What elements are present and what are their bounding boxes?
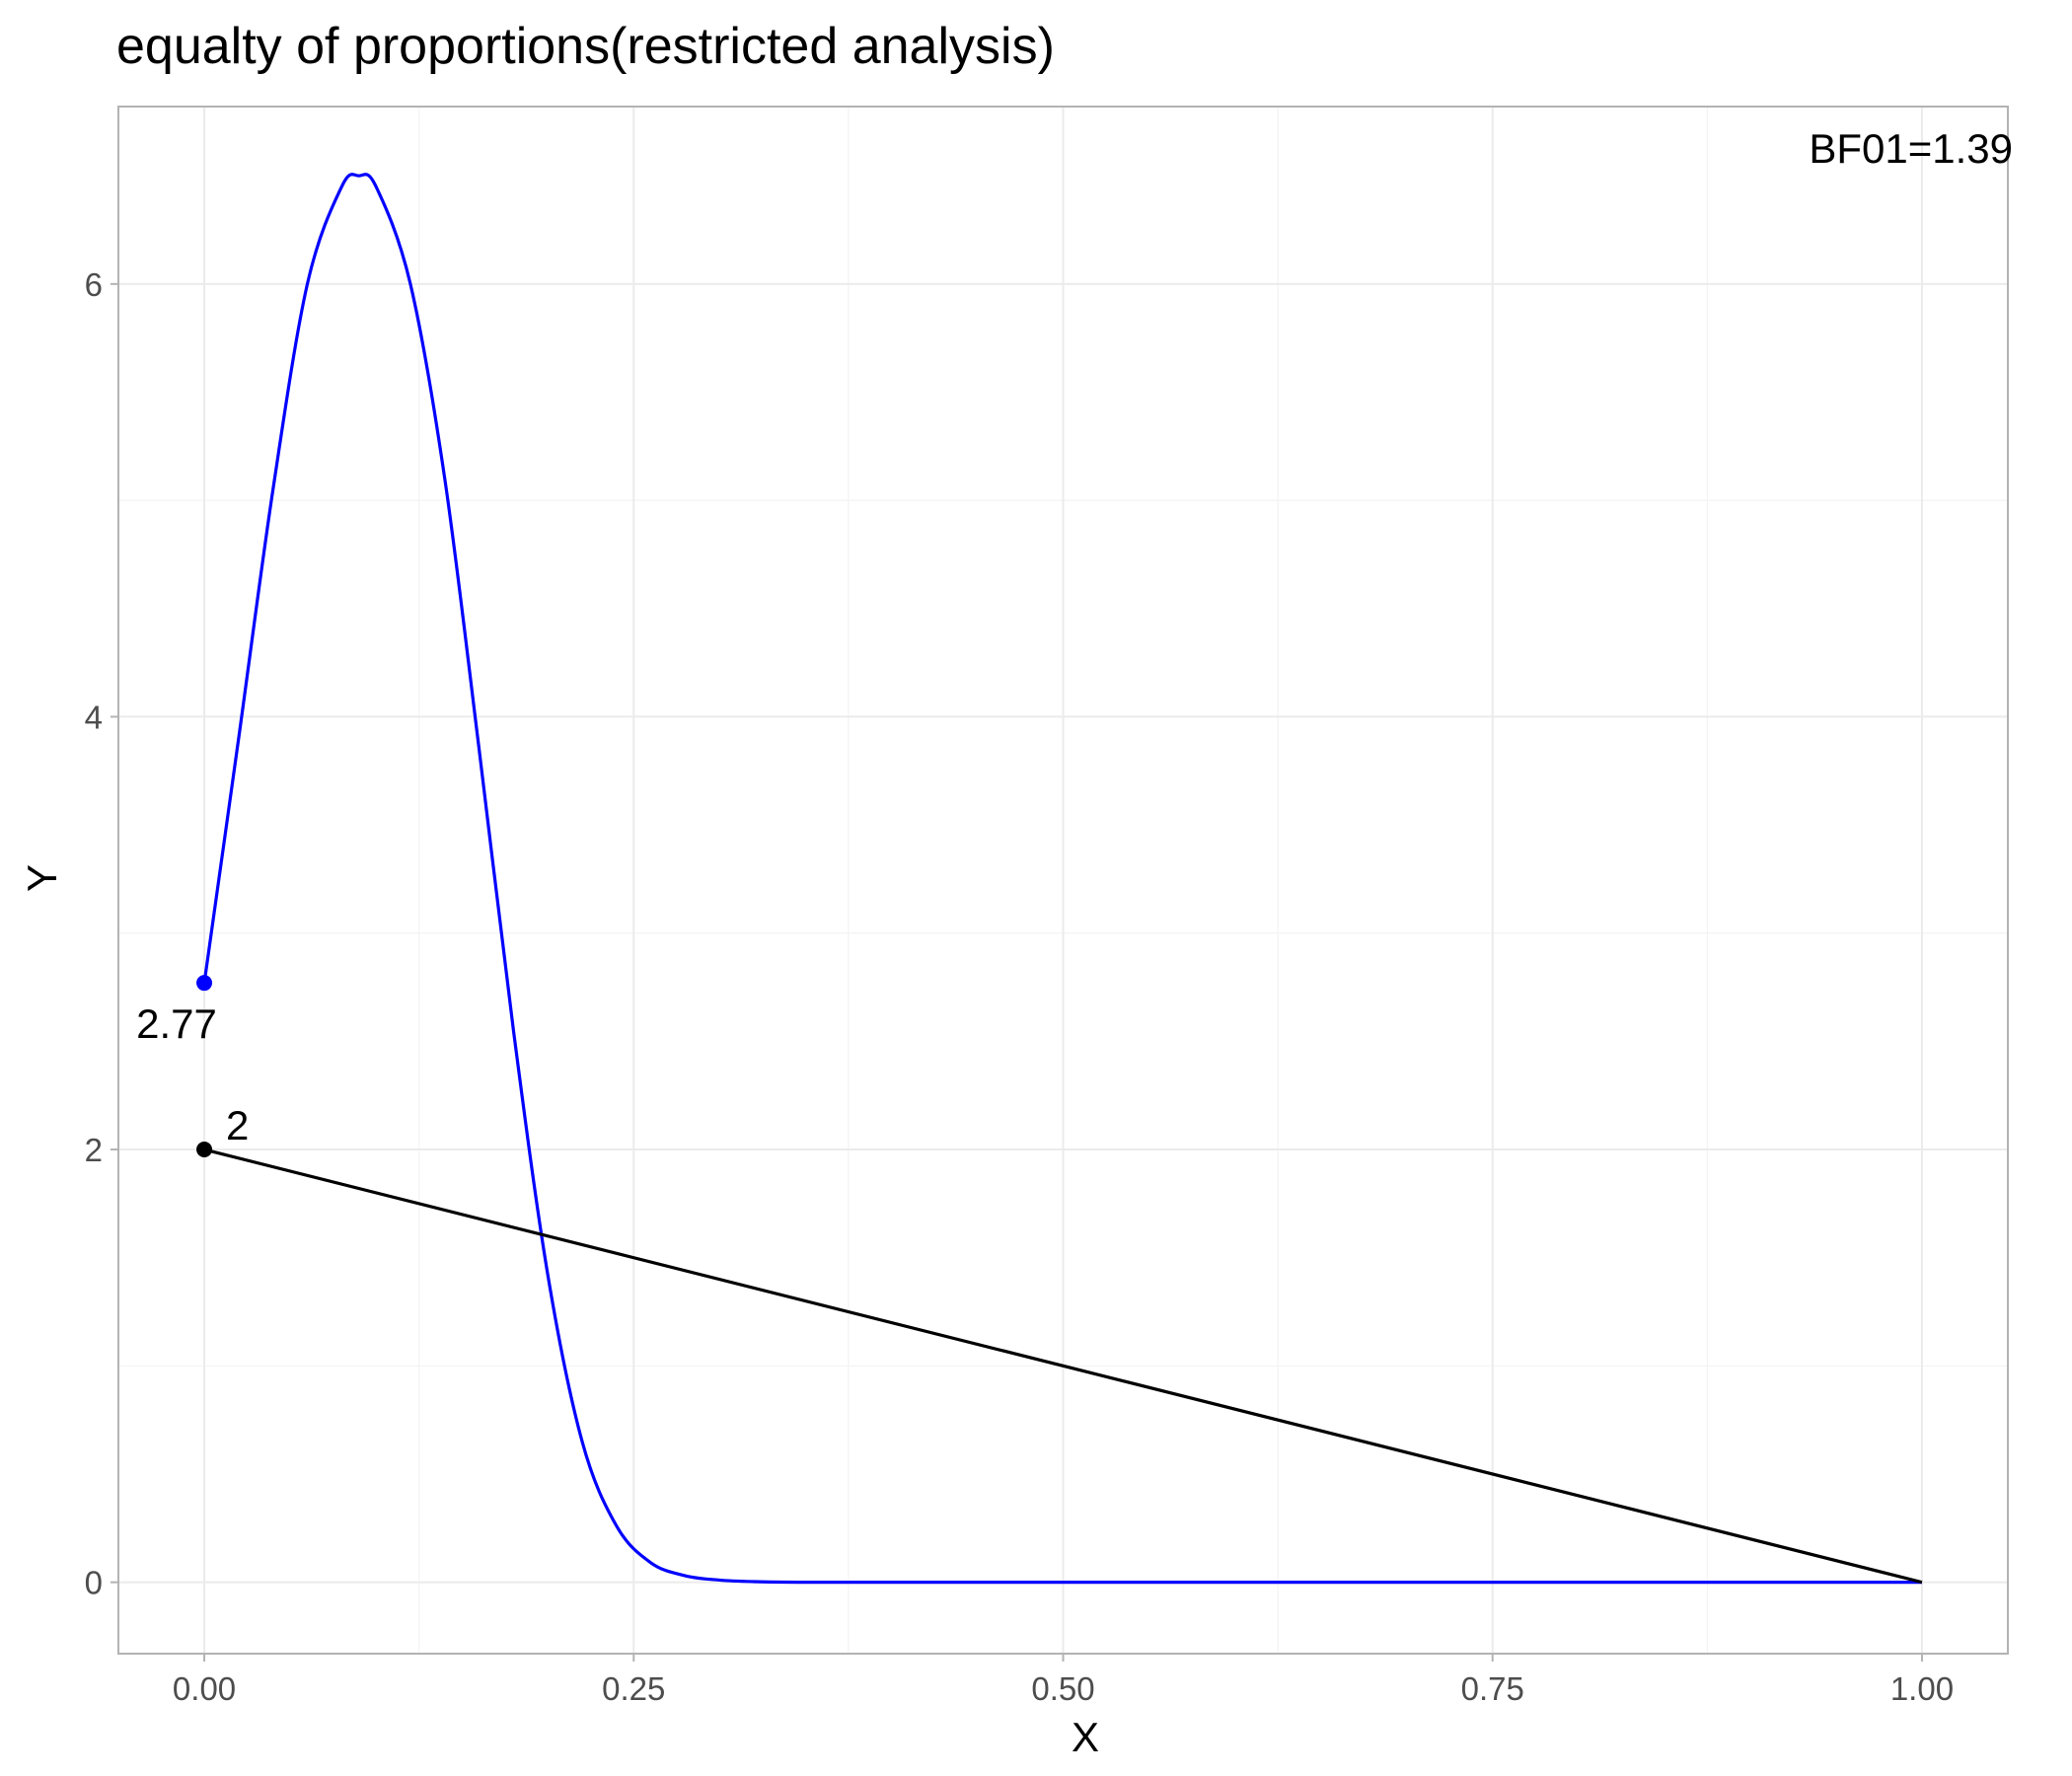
point-label: 2 (226, 1102, 249, 1148)
x-tick-label: 0.25 (602, 1670, 665, 1707)
y-tick-label: 2 (85, 1132, 103, 1168)
y-tick-label: 4 (85, 699, 103, 735)
y-tick-label: 0 (85, 1565, 103, 1601)
y-axis-title: Y (19, 864, 65, 892)
point-label: 2.77 (136, 1000, 217, 1047)
y-tick-label: 6 (85, 266, 103, 303)
data-point (196, 1142, 213, 1158)
prior-line (203, 1147, 1923, 1585)
series-layer (202, 173, 1923, 1585)
grid (118, 107, 2008, 1654)
x-tick-label: 0.00 (173, 1670, 236, 1707)
x-tick-label: 0.50 (1031, 1670, 1094, 1707)
posterior-curve (202, 173, 1922, 1585)
x-tick-label: 0.75 (1461, 1670, 1524, 1707)
bayes-factor-annotation: BF01=1.39 (1809, 125, 2013, 172)
x-tick-label: 1.00 (1890, 1670, 1954, 1707)
points-layer: 2.77 2 (136, 975, 249, 1158)
ticks: 0.00 0.25 0.50 0.75 1.00 0 2 4 6 (85, 266, 1954, 1707)
data-point (196, 975, 213, 992)
x-axis-title: X (1072, 1714, 1099, 1760)
chart-title: equalty of proportions(restricted analys… (116, 18, 1055, 75)
